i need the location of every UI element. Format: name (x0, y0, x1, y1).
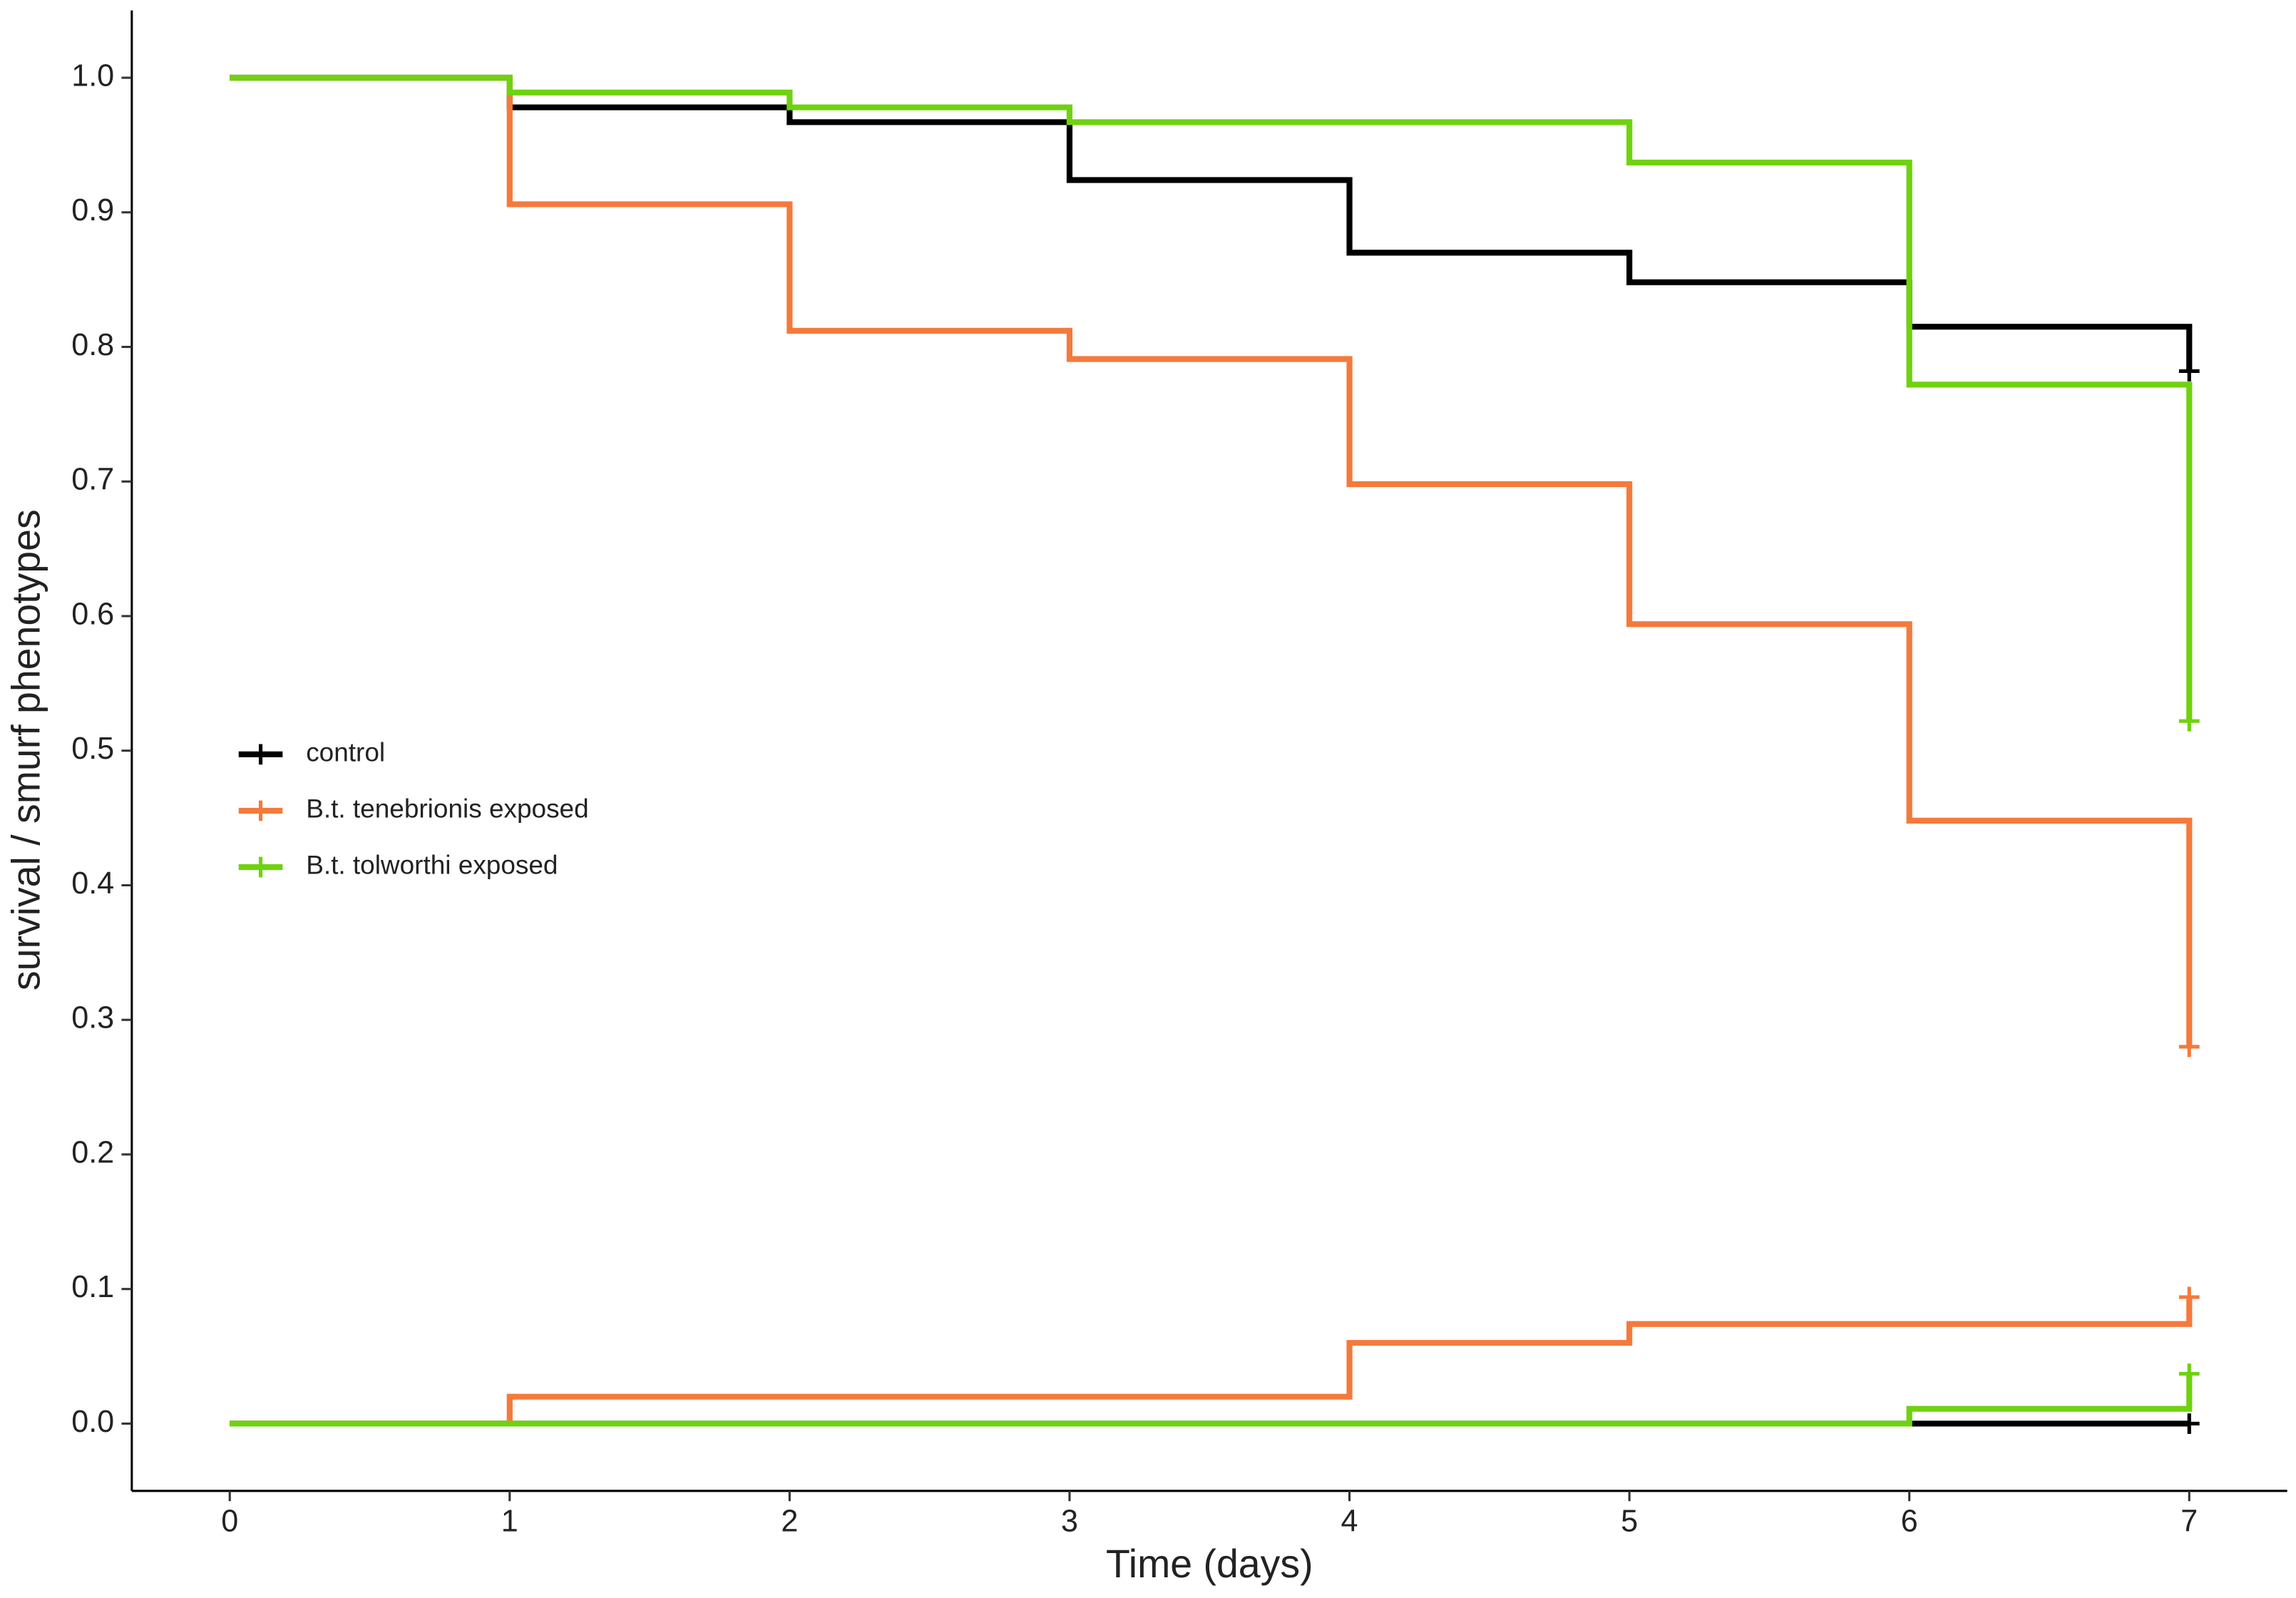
y-tick-label: 0.4 (71, 866, 114, 901)
legend-label: B.t. tenebrionis exposed (306, 794, 588, 824)
y-tick-label: 0.9 (71, 193, 114, 227)
y-tick-label: 0.1 (71, 1270, 114, 1304)
y-tick-label: 0.0 (71, 1405, 114, 1439)
legend-label: control (306, 738, 385, 767)
survival-line (230, 74, 2193, 1047)
survival-line (230, 74, 2193, 722)
censor-mark (2178, 1286, 2200, 1308)
x-tick-label: 0 (221, 1504, 238, 1538)
censor-mark (2178, 1363, 2200, 1384)
y-tick-label: 0.3 (71, 1001, 114, 1035)
y-tick-label: 0.5 (71, 732, 114, 766)
smurf-line (230, 1373, 2193, 1427)
x-tick-label: 7 (2180, 1504, 2198, 1538)
censor-mark (2178, 1036, 2200, 1057)
x-tick-label: 2 (781, 1504, 798, 1538)
censor-mark (2178, 361, 2200, 381)
x-tick-label: 3 (1061, 1504, 1078, 1538)
y-tick-label: 1.0 (71, 58, 114, 93)
legend-label: B.t. tolworthi exposed (306, 851, 558, 880)
x-tick-label: 5 (1621, 1504, 1638, 1538)
x-tick-label: 4 (1341, 1504, 1358, 1538)
y-axis-title: survival / smurf phenotypes (4, 509, 48, 990)
smurf-line (230, 1297, 2193, 1427)
y-tick-label: 0.6 (71, 597, 114, 631)
x-axis-title: Time (days) (1106, 1542, 1313, 1586)
y-tick-label: 0.7 (71, 463, 114, 497)
x-tick-label: 6 (1901, 1504, 1918, 1538)
x-tick-label: 1 (501, 1504, 518, 1538)
censor-mark (2178, 710, 2200, 732)
y-tick-label: 0.2 (71, 1135, 114, 1169)
censor-mark (2178, 1413, 2200, 1434)
y-tick-label: 0.8 (71, 328, 114, 362)
